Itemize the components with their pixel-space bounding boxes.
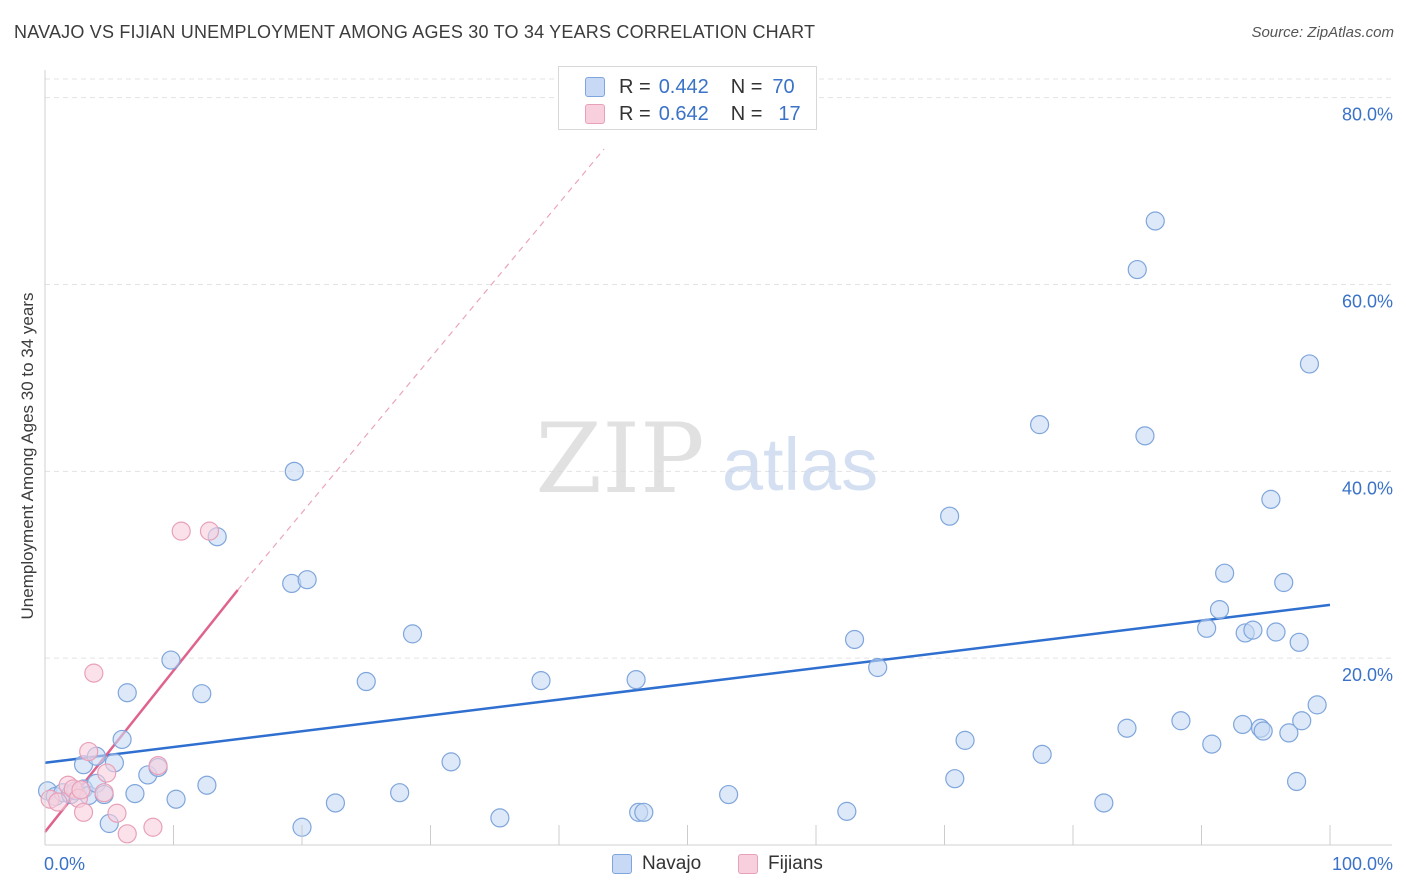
bottom-fijians-swatch <box>738 854 758 874</box>
navajo-point <box>325 793 346 813</box>
fijians-point <box>71 780 91 800</box>
navajo-point <box>161 650 181 670</box>
fijians-point <box>79 741 99 762</box>
fijians-point <box>199 521 220 541</box>
navajo-point <box>1127 259 1147 280</box>
fijians-n-label: N = <box>730 102 763 125</box>
navajo-point <box>1202 734 1222 754</box>
navajo-point <box>125 784 145 804</box>
navajo-n-label: N = <box>730 75 763 98</box>
navajo-r-label: R = <box>619 75 651 98</box>
navajo-point <box>531 670 551 691</box>
y-tick-label: 80.0% <box>1342 105 1393 125</box>
navajo-point <box>837 801 857 821</box>
bottom-legend-fijians: Fijians <box>738 852 823 876</box>
fijians-n-value: 17 <box>778 102 801 125</box>
fijians-point <box>48 792 68 812</box>
navajo-point <box>1209 599 1230 620</box>
source-label: Source: ZipAtlas.com <box>1251 24 1394 41</box>
fijians-point <box>171 521 191 541</box>
navajo-point <box>868 657 888 678</box>
bottom-fijians-label: Fijians <box>768 853 823 874</box>
navajo-point <box>626 670 646 690</box>
navajo-point <box>1032 744 1052 764</box>
navajo-point <box>1253 721 1273 741</box>
navajo-point <box>1274 572 1294 593</box>
navajo-point <box>1307 695 1327 715</box>
axis-layer: 20.0% 40.0% 60.0% 80.0% 0.0% 100.0% <box>44 70 1393 874</box>
navajo-point <box>1145 211 1165 231</box>
navajo-point <box>297 570 317 590</box>
navajo-point <box>1279 723 1299 743</box>
navajo-point <box>1117 718 1137 738</box>
legend-row-navajo: R = 0.442 N = 70 <box>585 75 795 99</box>
navajo-point <box>634 802 654 822</box>
fijians-point <box>117 824 137 844</box>
navajo-point <box>719 784 739 805</box>
watermark: ZIP atlas <box>535 403 878 515</box>
fijians-point <box>94 783 114 803</box>
y-tick-label: 60.0% <box>1342 292 1393 312</box>
watermark-zip: ZIP <box>535 403 704 515</box>
watermark-atlas: atlas <box>722 423 878 506</box>
navajo-point <box>117 683 137 703</box>
navajo-point <box>1292 711 1312 731</box>
navajo-point <box>166 789 186 809</box>
navajo-point <box>390 783 410 803</box>
points-layer <box>37 211 1327 844</box>
navajo-point <box>1243 620 1263 640</box>
navajo-n-value: 70 <box>772 75 795 98</box>
bottom-legend-navajo: Navajo <box>612 852 701 876</box>
navajo-point <box>1233 714 1253 735</box>
y-axis-label: Unemployment Among Ages 30 to 34 years <box>18 292 37 620</box>
navajo-point <box>1266 622 1286 642</box>
navajo-r-value: 0.442 <box>658 75 709 98</box>
navajo-point <box>490 808 510 828</box>
fijians-point <box>97 763 117 783</box>
fijians-swatch <box>585 104 605 124</box>
navajo-point <box>1289 632 1309 652</box>
navajo-point <box>1197 618 1217 638</box>
navajo-point <box>1286 771 1307 792</box>
navajo-point <box>197 775 217 795</box>
navajo-swatch <box>585 77 605 97</box>
grid-layer <box>45 78 1392 659</box>
bottom-navajo-label: Navajo <box>642 853 702 874</box>
navajo-point <box>112 729 132 750</box>
fijians-point <box>73 802 94 822</box>
fijians-point <box>148 755 168 776</box>
navajo-point <box>945 769 965 789</box>
legend-row-fijians: R = 0.642 N = 17 <box>585 102 801 126</box>
y-tick-label: 40.0% <box>1342 478 1393 498</box>
navajo-point <box>844 629 865 650</box>
fijians-point <box>84 663 104 683</box>
fijians-r-value: 0.642 <box>658 102 709 125</box>
fijians-point <box>107 803 127 823</box>
fijians-r-label: R = <box>619 102 651 125</box>
navajo-point <box>402 624 423 644</box>
navajo-point <box>1135 426 1155 446</box>
navajo-point <box>1029 415 1050 435</box>
navajo-trend-line <box>44 603 1331 765</box>
x-tick-label: 100.0% <box>1332 854 1393 874</box>
fijians-trend-extension <box>237 148 605 591</box>
chart-title: NAVAJO VS FIJIAN UNEMPLOYMENT AMONG AGES… <box>14 22 816 42</box>
navajo-point <box>940 506 960 526</box>
navajo-point <box>1215 563 1235 583</box>
navajo-point <box>1261 489 1281 509</box>
navajo-point <box>1094 793 1114 813</box>
y-tick-label: 20.0% <box>1342 665 1393 685</box>
navajo-point <box>284 461 304 481</box>
navajo-point <box>955 730 975 750</box>
navajo-point <box>1171 711 1191 731</box>
navajo-point <box>441 752 461 772</box>
x-tick-label: 0.0% <box>44 854 85 874</box>
navajo-point <box>192 684 212 704</box>
fijians-point <box>143 817 163 837</box>
bottom-navajo-swatch <box>612 854 632 874</box>
stats-legend: R = 0.442 N = 70 R = 0.642 N = 17 <box>558 66 817 130</box>
navajo-point <box>1299 354 1320 374</box>
navajo-point <box>356 671 376 692</box>
